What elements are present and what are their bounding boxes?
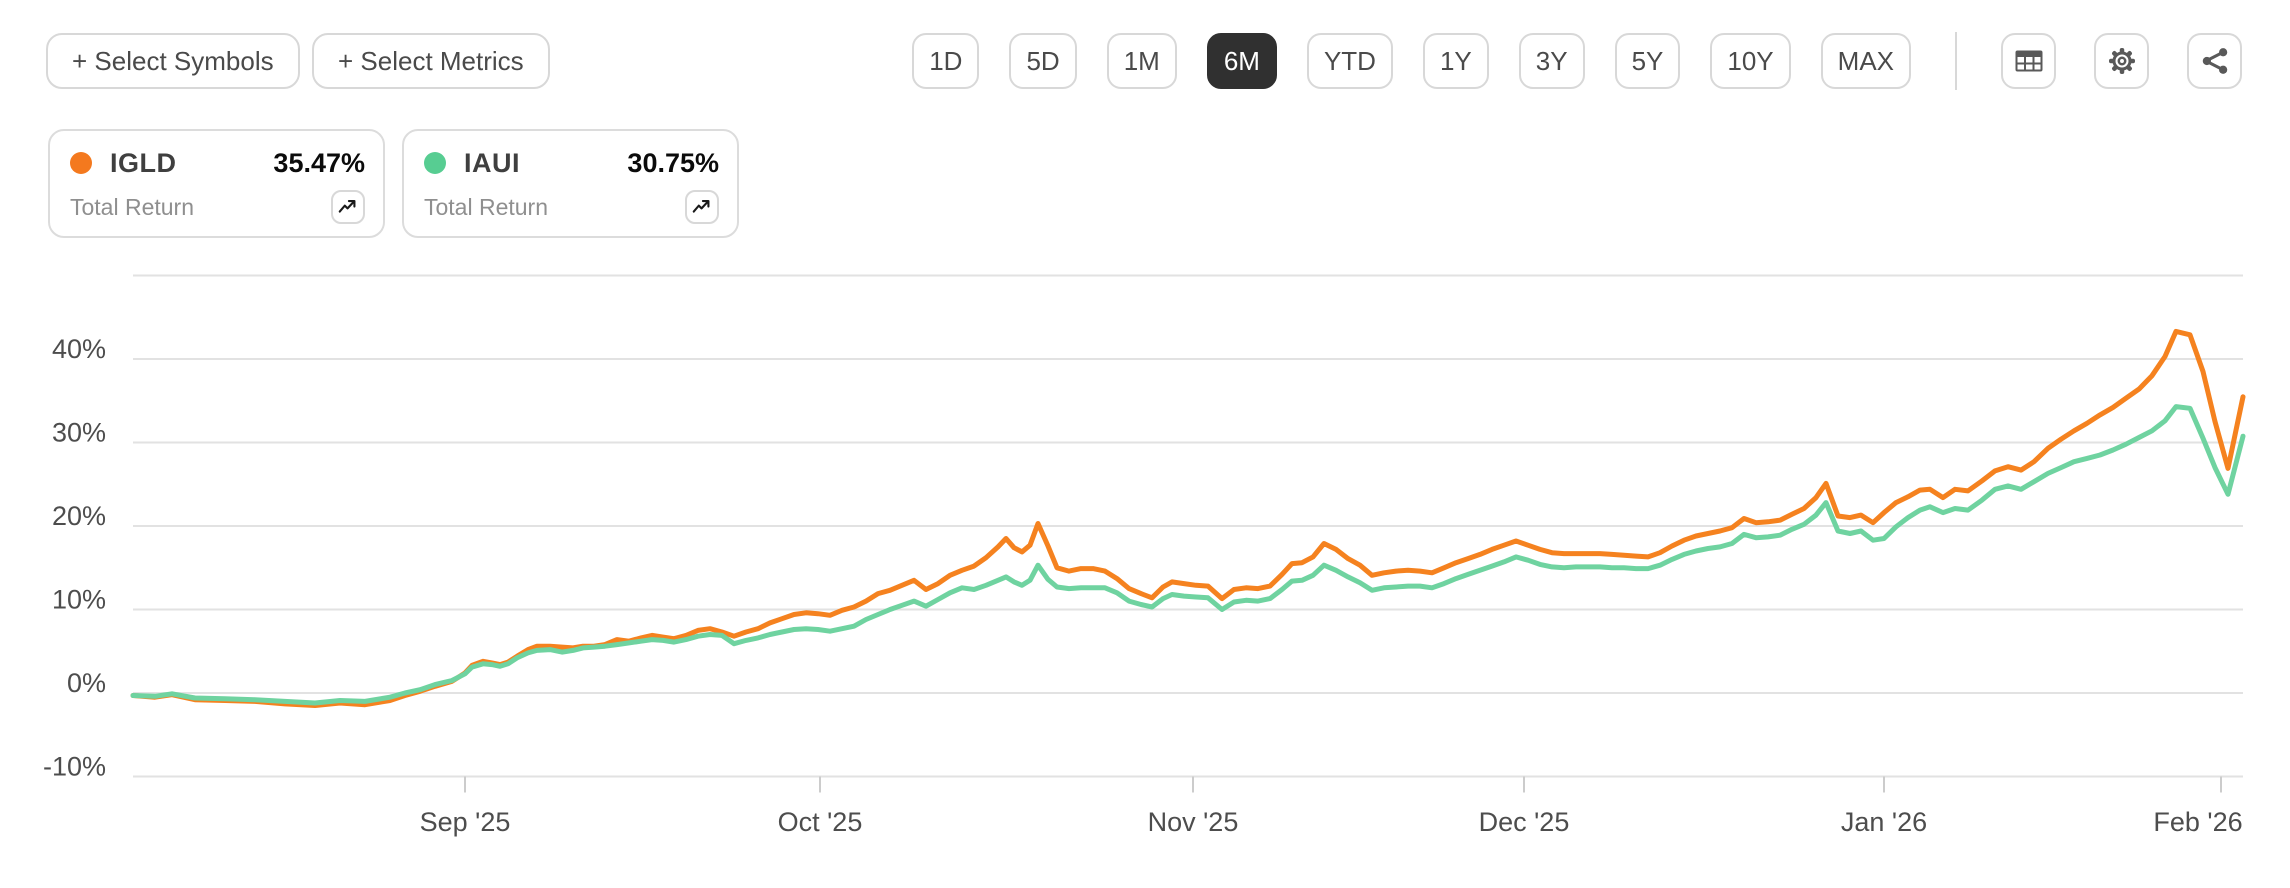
metric-label: Total Return	[424, 193, 549, 220]
range-button-max[interactable]: MAX	[1820, 33, 1911, 89]
x-axis-label: Oct '25	[778, 807, 863, 837]
igld-series-line	[130, 328, 2246, 708]
toolbar-divider	[1955, 32, 1957, 90]
range-button-1y[interactable]: 1Y	[1422, 33, 1489, 89]
symbol-label: IAUI	[464, 147, 520, 178]
x-axis-label: Jan '26	[1841, 807, 1927, 837]
y-axis-label: 0%	[67, 668, 106, 698]
range-button-ytd[interactable]: YTD	[1306, 33, 1393, 89]
y-axis-label: 20%	[52, 501, 106, 531]
y-axis-label: 10%	[52, 585, 106, 615]
range-button-1d[interactable]: 1D	[912, 33, 980, 89]
share-icon	[2200, 46, 2230, 76]
x-axis-label: Sep '25	[420, 807, 511, 837]
table-view-button[interactable]	[2001, 33, 2056, 89]
settings-gear-icon	[2105, 44, 2139, 78]
trend-arrow-icon	[337, 196, 359, 218]
y-axis-label: 30%	[52, 418, 106, 448]
select-metrics-button[interactable]: + Select Metrics	[312, 33, 550, 89]
range-button-5d[interactable]: 5D	[1009, 33, 1077, 89]
metric-label: Total Return	[70, 193, 195, 220]
iaui-chart-type-button[interactable]	[685, 190, 719, 224]
table-icon	[2013, 46, 2045, 76]
select-symbols-button[interactable]: + Select Symbols	[46, 33, 300, 89]
x-axis-label: Nov '25	[1148, 807, 1239, 837]
range-button-6m[interactable]: 6M	[1206, 33, 1277, 89]
share-button[interactable]	[2187, 33, 2242, 89]
range-button-3y[interactable]: 3Y	[1518, 33, 1585, 89]
x-axis-label: Feb '26	[2153, 807, 2242, 837]
return-value: 35.47%	[273, 147, 365, 178]
iaui-series-line	[130, 404, 2246, 706]
range-button-1m[interactable]: 1M	[1106, 33, 1177, 89]
igld-series-color-dot	[70, 152, 92, 174]
range-button-5y[interactable]: 5Y	[1614, 33, 1681, 89]
toolbar-right: 1D 5D 1M 6M YTD 1Y 3Y 5Y 10Y MAX	[912, 32, 2242, 90]
legend-card-iaui: IAUI 30.75% Total Return	[402, 129, 739, 238]
legend-card-igld: IGLD 35.47% Total Return	[48, 129, 385, 238]
igld-chart-type-button[interactable]	[331, 190, 365, 224]
settings-button[interactable]	[2094, 33, 2149, 89]
return-value: 30.75%	[627, 147, 719, 178]
y-axis-label: -10%	[43, 752, 106, 782]
x-axis-label: Dec '25	[1479, 807, 1570, 837]
range-button-10y[interactable]: 10Y	[1710, 33, 1791, 89]
symbol-label: IGLD	[110, 147, 177, 178]
y-axis-label: 40%	[52, 334, 106, 364]
iaui-series-color-dot	[424, 152, 446, 174]
trend-arrow-icon	[691, 196, 713, 218]
range-group: 1D 5D 1M 6M YTD 1Y 3Y 5Y 10Y MAX	[912, 33, 1911, 89]
